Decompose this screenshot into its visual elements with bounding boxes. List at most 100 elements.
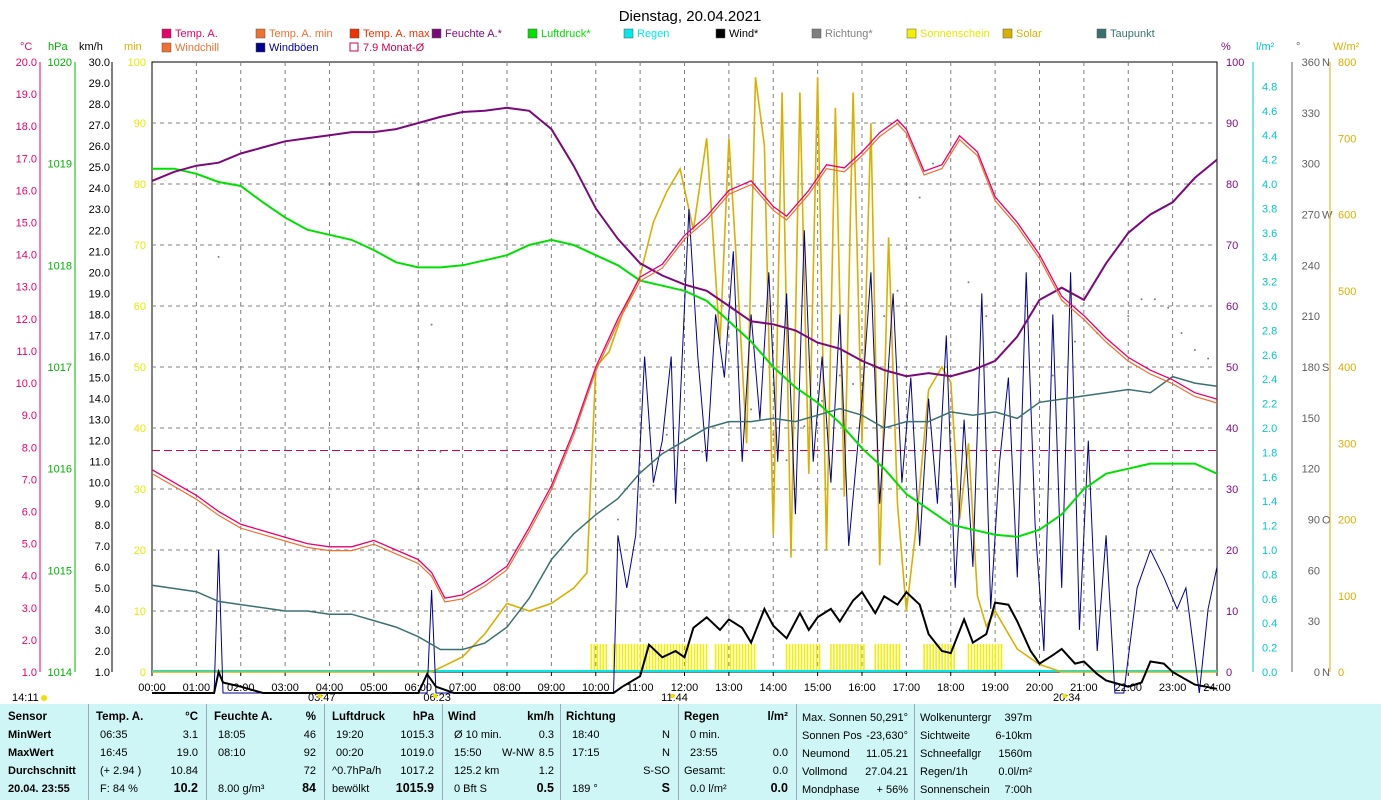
direction-tick: 330 (1302, 108, 1320, 120)
pressure-line (152, 167, 1218, 538)
direction-dot (639, 366, 642, 368)
wind-tick: 6.0 (95, 562, 110, 574)
wind-tick: 24.0 (89, 183, 110, 195)
wind-tick: 3.0 (95, 625, 110, 637)
direction-dot (701, 450, 704, 453)
wind-tick: 30.0 (89, 57, 110, 69)
direction-tick: 90 (1308, 515, 1320, 527)
direction-tick: 270 (1302, 210, 1320, 222)
x-tick-label: 09:00 (538, 682, 566, 694)
legend-label: Sonnenschein (920, 28, 990, 40)
rain-unit-label: l/m² (1256, 41, 1275, 53)
statistics-panel: Sensor MinWert MaxWert Durchschnitt 20.0… (0, 704, 1381, 800)
rain-tick: 4.2 (1262, 155, 1277, 167)
humidity-tick: 50 (1226, 362, 1238, 374)
wind-tick: 5.0 (95, 583, 110, 595)
temp-tick: 13.0 (16, 282, 37, 294)
series (151, 77, 1218, 694)
x-tick-label: 05:00 (360, 682, 388, 694)
wind-tick: 17.0 (89, 330, 110, 342)
x-tick-label: 18:00 (937, 682, 965, 694)
row-label-max: MaxWert (8, 747, 54, 759)
gusts-line (213, 209, 1218, 694)
wind-avg-value: 0.3 (538, 729, 554, 741)
compass-label: O (1322, 515, 1331, 527)
dewpoint-line (151, 375, 1218, 651)
temp-tick: 2.0 (22, 635, 37, 647)
moon-phase-value: + 56% (876, 784, 909, 796)
direction-dot (1038, 399, 1041, 402)
chart-title: Dienstag, 20.04.2021 (619, 8, 762, 25)
legend-swatch (1002, 28, 1013, 39)
x-tick-label: 01:00 (183, 682, 211, 694)
wind-tick: 8.0 (95, 520, 110, 532)
time-markers: 14:1103:4706:2311:4420:34 (12, 692, 1081, 704)
temp-tick: 10.0 (16, 378, 37, 390)
sun-tick: 80 (134, 179, 146, 191)
direction-dot (918, 196, 921, 199)
pressure-tick: 1018 (48, 260, 72, 272)
sun-max-label: Max. Sonnen (802, 712, 867, 724)
temp-felt: F: 84 % (100, 783, 138, 795)
wind-mean-value: 1.2 (538, 765, 554, 777)
legend-label: Feuchte A.* (445, 28, 503, 40)
wind-beaufort: 0 Bft S (454, 783, 488, 795)
snowline-label: Schneefallgr (920, 748, 982, 760)
wind-tick: 10.0 (89, 478, 110, 490)
temp-tick: 15.0 (16, 218, 37, 230)
wind-tick: 23.0 (89, 204, 110, 216)
direction-dot (861, 349, 863, 352)
direction-tick: 30 (1308, 616, 1320, 628)
humidity-absolute: 8.00 g/m³ (218, 783, 265, 795)
x-tick-label: 19:00 (981, 682, 1009, 694)
humidity-min-value: 46 (303, 729, 316, 741)
x-tick-label: 15:00 (804, 682, 832, 694)
wind-header: Wind (448, 711, 476, 723)
humidity-max-time: 08:10 (218, 747, 246, 759)
humidity-tick: 60 (1226, 301, 1238, 313)
direction-dot (1167, 306, 1170, 309)
pressure-forecast: bewölkt (332, 783, 370, 795)
sun-pos-value: -23,630° (866, 730, 908, 742)
direction-tick: 210 (1302, 311, 1320, 323)
wind-section: Wind km/h Ø 10 min. 0.3 15:50 W-NW 8.5 1… (442, 704, 561, 800)
solar-tick: 100 (1338, 591, 1356, 603)
sensor-header: Sensor (8, 711, 47, 723)
weather-chart: Dienstag, 20.04.2021 Temp. A. Temp. A. mi… (12, 8, 1360, 704)
rain-total-value: 0.0 (772, 765, 788, 777)
legend-label: Taupunkt (1110, 28, 1155, 40)
wind-tick: 20.0 (89, 267, 110, 279)
x-tick-label: 23:00 (1159, 682, 1187, 694)
x-tick-label: 21:00 (1070, 682, 1098, 694)
wind-tick: 22.0 (89, 225, 110, 237)
rain-header: Regen (684, 711, 720, 723)
rain-tick: 4.4 (1262, 130, 1277, 142)
wind-tick: 26.0 (89, 141, 110, 153)
direction-dot (932, 162, 934, 165)
windchill-line (151, 122, 1218, 603)
rain-tick: 0.4 (1262, 618, 1277, 630)
wind-tick: 13.0 (89, 415, 110, 427)
rain-tick: 2.8 (1262, 325, 1277, 337)
rain-tick: 0.2 (1262, 643, 1277, 655)
wind-max-value: 8.5 (538, 747, 554, 759)
legend-swatch (906, 28, 917, 39)
temp-max-value: 19.0 (176, 747, 198, 759)
x-tick-label: 04:00 (316, 682, 344, 694)
pressure-unit: hPa (412, 711, 434, 723)
legend-label: Temp. A. min (269, 28, 333, 40)
sun-marker-icon (41, 695, 47, 701)
direction-dot (683, 467, 686, 470)
wind-tick: 28.0 (89, 99, 110, 111)
wind-tick: 15.0 (89, 373, 110, 385)
legend-label: 7.9 Monat-Ø (363, 42, 425, 54)
x-tick-label: 06:00 (404, 682, 432, 694)
x-tick-label: 14:00 (759, 682, 787, 694)
x-tick-label: 13:00 (715, 682, 743, 694)
legend-label: Regen (637, 28, 669, 40)
solar-tick: 800 (1338, 57, 1356, 69)
x-tick-label: 11:00 (627, 682, 654, 694)
direction-degrees: 189 ° (572, 783, 598, 795)
x-tick-label: 20:00 (1026, 682, 1054, 694)
rain-tick: 1.8 (1262, 447, 1277, 459)
